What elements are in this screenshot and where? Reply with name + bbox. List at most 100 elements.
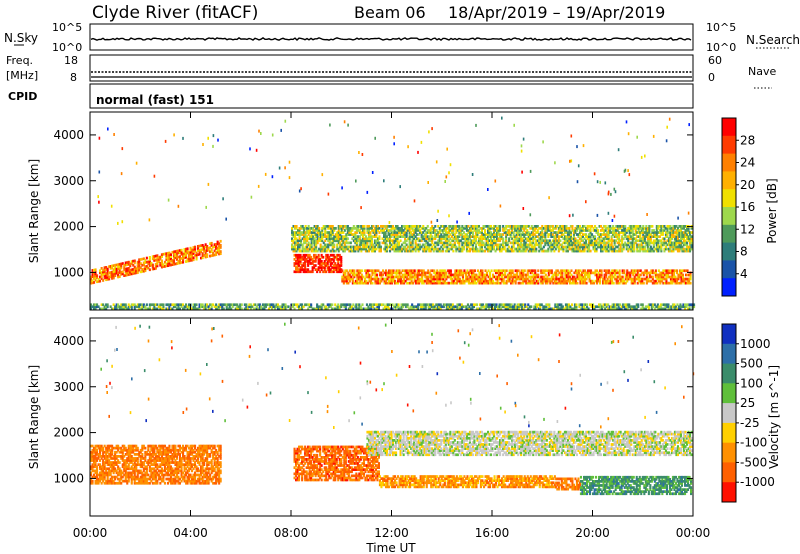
heatmap-cell (384, 233, 387, 236)
heatmap-cell (471, 241, 474, 245)
heatmap-cell (671, 279, 674, 283)
heatmap-cell (165, 258, 168, 262)
heatmap-cell (588, 245, 591, 249)
heatmap-cell (656, 277, 659, 281)
heatmap-cell (311, 270, 314, 274)
heatmap-cell (130, 262, 133, 265)
heatmap-cell (468, 247, 471, 251)
heatmap-cell (94, 270, 97, 274)
heatmap-cell (395, 239, 398, 243)
heatmap-cell (609, 273, 612, 277)
heatmap-cell (396, 239, 399, 243)
heatmap-cell (464, 239, 467, 243)
heatmap-cell (615, 277, 618, 281)
heatmap-cell (440, 237, 443, 241)
heatmap-cell (603, 277, 606, 281)
heatmap-cell (334, 237, 337, 241)
heatmap-cell (544, 269, 547, 273)
heatmap-cell (607, 227, 610, 230)
heatmap-cell (621, 235, 624, 238)
heatmap-cell (304, 239, 307, 243)
heatmap-cell (637, 243, 640, 247)
heatmap-cell (516, 275, 519, 279)
heatmap-cell (112, 264, 115, 267)
heatmap-cell (625, 235, 628, 238)
heatmap-cell (574, 249, 577, 253)
heatmap-cell (329, 303, 332, 307)
heatmap-cell (295, 233, 298, 236)
heatmap-cell (397, 271, 400, 275)
heatmap-cell (610, 237, 613, 241)
heatmap-cell (490, 231, 493, 234)
heatmap-cell (646, 243, 649, 247)
heatmap-cell (398, 243, 401, 247)
heatmap-cell (316, 235, 319, 238)
heatmap-cell (673, 231, 676, 234)
heatmap-cell (363, 231, 366, 234)
heatmap-cell (559, 273, 562, 277)
heatmap-cell (111, 266, 114, 270)
heatmap-cell (636, 249, 639, 253)
heatmap-cell (601, 229, 604, 232)
heatmap-cell (559, 271, 562, 275)
heatmap-cell (645, 241, 648, 245)
heatmap-cell (642, 235, 645, 238)
heatmap-cell (541, 241, 544, 245)
heatmap-cell (163, 260, 166, 264)
heatmap-cell (589, 227, 592, 230)
heatmap-cell (189, 255, 192, 258)
heatmap-cell (310, 233, 313, 236)
heatmap-cell (126, 273, 129, 277)
heatmap-cell (218, 248, 221, 252)
heatmap-cell (499, 243, 502, 247)
heatmap-cell (526, 239, 529, 243)
heatmap-cell (427, 307, 430, 311)
heatmap-cell (340, 227, 343, 230)
heatmap-cell (318, 239, 321, 243)
heatmap-cell (384, 243, 387, 247)
heatmap-cell (686, 279, 689, 283)
heatmap-cell (675, 231, 678, 234)
heatmap-cell (182, 303, 185, 307)
heatmap-cell (310, 235, 313, 238)
heatmap-cell (359, 305, 362, 309)
heatmap-cell (351, 271, 354, 275)
heatmap-cell (352, 249, 355, 253)
heatmap-cell (400, 303, 403, 307)
heatmap-cell (535, 227, 538, 230)
heatmap-cell (576, 271, 579, 275)
freq-label-line1: Freq. (6, 54, 33, 67)
heatmap-cell (177, 261, 180, 265)
heatmap-cell (153, 305, 156, 309)
heatmap-cell (109, 275, 112, 278)
heatmap-cell (638, 279, 641, 283)
heatmap-cell (435, 249, 438, 253)
heatmap-cell (537, 307, 540, 311)
heatmap-cell (383, 271, 386, 275)
heatmap-cell (457, 277, 460, 281)
heatmap-cell (340, 255, 343, 259)
heatmap-cell (105, 268, 108, 271)
heatmap-cell (324, 245, 327, 249)
heatmap-cell (201, 254, 204, 257)
heatmap-cell (523, 273, 526, 277)
heatmap-cell (303, 231, 306, 234)
heatmap-cell (458, 271, 461, 275)
heatmap-cell (360, 249, 363, 253)
heatmap-cell (180, 250, 183, 254)
heatmap-cell (191, 256, 194, 260)
heatmap-cell (461, 271, 464, 275)
heatmap-cell (589, 233, 592, 236)
heatmap-cell (575, 229, 578, 232)
heatmap-cell (651, 247, 654, 251)
heatmap-cell (300, 233, 303, 236)
heatmap-cell (383, 235, 386, 238)
heatmap-cell (418, 279, 421, 283)
heatmap-cell (322, 241, 325, 245)
heatmap-cell (496, 237, 499, 241)
heatmap-cell (525, 277, 528, 281)
heatmap-cell (467, 241, 470, 245)
heatmap-cell (443, 269, 446, 273)
heatmap-cell (120, 262, 123, 266)
heatmap-cell (580, 237, 583, 241)
